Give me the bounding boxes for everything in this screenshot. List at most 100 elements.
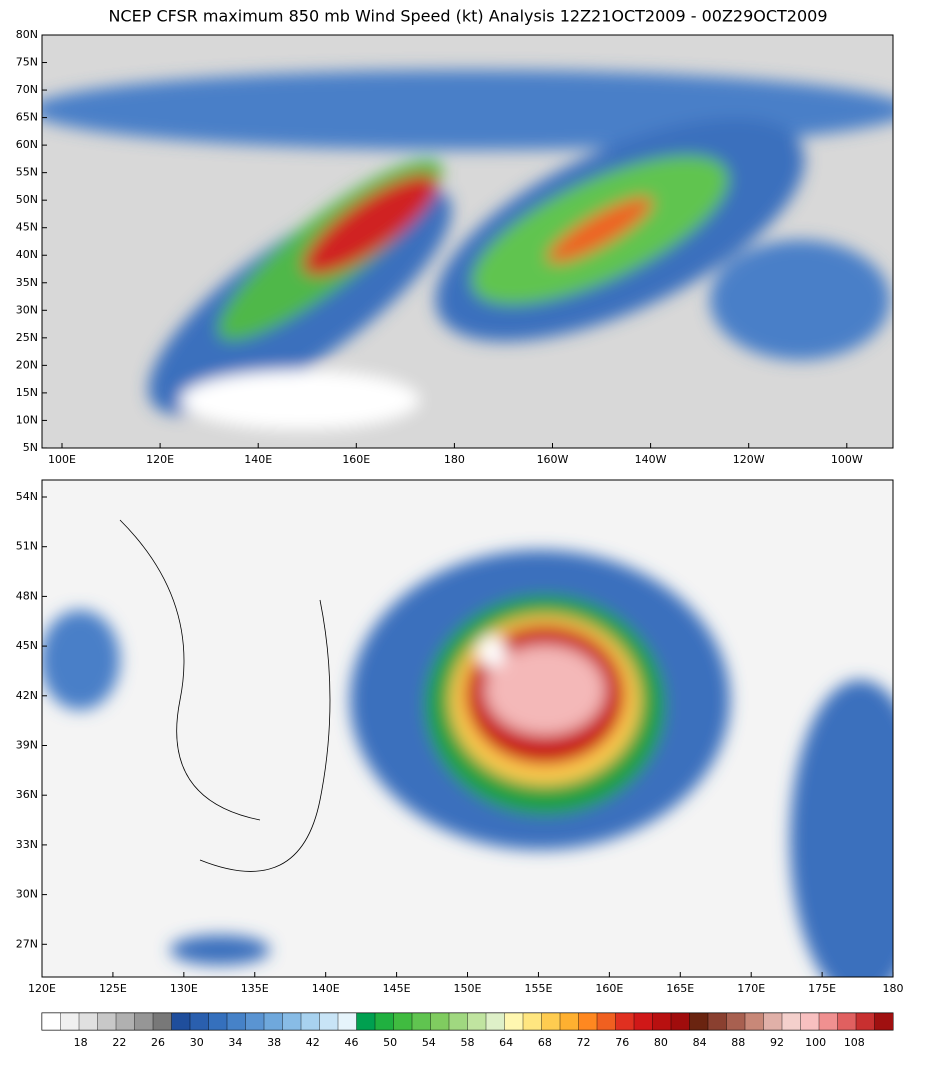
colorbar-tick-label: 54 [422, 1036, 436, 1049]
lon-tick-label: 150E [454, 982, 482, 995]
lat-tick-label: 45N [16, 221, 38, 234]
lat-tick-label: 35N [16, 276, 38, 289]
colorbar-swatch [208, 1012, 228, 1031]
colorbar-swatch [319, 1012, 339, 1031]
colorbar-tick-label: 18 [74, 1036, 88, 1049]
lon-tick-label: 175E [808, 982, 836, 995]
colorbar-swatch [152, 1012, 172, 1031]
colorbar-swatch [559, 1012, 579, 1031]
lon-tick-label: 160E [595, 982, 623, 995]
colorbar-swatch [78, 1012, 98, 1031]
lat-tick-label: 45N [16, 639, 38, 652]
colorbar-tick-label: 42 [306, 1036, 320, 1049]
colorbar-swatch [282, 1012, 302, 1031]
lat-tick-label: 42N [16, 689, 38, 702]
lat-tick-label: 15N [16, 386, 38, 399]
colorbar-tick-label: 50 [383, 1036, 397, 1049]
colorbar-tick-label: 30 [190, 1036, 204, 1049]
lat-tick-label: 51N [16, 540, 38, 553]
map-top [42, 35, 893, 448]
colorbar-tick-label: 100 [805, 1036, 826, 1049]
lon-tick-label: 120W [733, 453, 765, 466]
lon-tick-label: 170E [737, 982, 765, 995]
colorbar-swatch [615, 1012, 635, 1031]
lat-tick-label: 20N [16, 358, 38, 371]
lat-tick-label: 30N [16, 303, 38, 316]
lat-tick-label: 80N [16, 28, 38, 41]
colorbar-swatch [356, 1012, 376, 1031]
lat-tick-label: 10N [16, 413, 38, 426]
colorbar-swatch [300, 1012, 320, 1031]
colorbar-tick-label: 80 [654, 1036, 668, 1049]
colorbar-tick-label: 92 [770, 1036, 784, 1049]
lat-tick-label: 33N [16, 838, 38, 851]
colorbar-swatch [781, 1012, 801, 1031]
colorbar-tick-label: 72 [577, 1036, 591, 1049]
lat-tick-label: 50N [16, 193, 38, 206]
colorbar-swatch [633, 1012, 653, 1031]
colorbar-swatch [541, 1012, 561, 1031]
lon-tick-label: 145E [383, 982, 411, 995]
lon-tick-label: 100E [48, 453, 76, 466]
colorbar-swatch [485, 1012, 505, 1031]
colorbar-swatch [874, 1012, 894, 1031]
colorbar-swatch [97, 1012, 117, 1031]
colorbar-swatch [522, 1012, 542, 1031]
colorbar-swatch [763, 1012, 783, 1031]
lon-tick-label: 180 [444, 453, 465, 466]
colorbar-swatch [189, 1012, 209, 1031]
colorbar-swatch [41, 1012, 61, 1031]
colorbar-swatch [670, 1012, 690, 1031]
colorbar-swatch [134, 1012, 154, 1031]
colorbar-swatch [707, 1012, 727, 1031]
colorbar-swatch [467, 1012, 487, 1031]
lat-tick-label: 70N [16, 83, 38, 96]
lon-tick-label: 160E [342, 453, 370, 466]
colorbar-swatch [60, 1012, 80, 1031]
colorbar-swatch [411, 1012, 431, 1031]
lat-tick-label: 36N [16, 788, 38, 801]
colorbar-swatch [578, 1012, 598, 1031]
colorbar-swatch [245, 1012, 265, 1031]
colorbar-tick-label: 22 [112, 1036, 126, 1049]
colorbar-tick-label: 108 [844, 1036, 865, 1049]
colorbar-swatch [393, 1012, 413, 1031]
lat-tick-label: 60N [16, 138, 38, 151]
colorbar-tick-label: 38 [267, 1036, 281, 1049]
lon-tick-label: 140E [244, 453, 272, 466]
lat-tick-label: 48N [16, 589, 38, 602]
lon-tick-label: 165E [666, 982, 694, 995]
lat-tick-label: 30N [16, 888, 38, 901]
lat-tick-label: 40N [16, 248, 38, 261]
colorbar-tick-label: 34 [228, 1036, 242, 1049]
lon-tick-label: 135E [241, 982, 269, 995]
colorbar-swatch [837, 1012, 857, 1031]
colorbar-swatch [800, 1012, 820, 1031]
colorbar-swatch [652, 1012, 672, 1031]
colorbar-swatch [726, 1012, 746, 1031]
lon-tick-label: 120E [28, 982, 56, 995]
lon-tick-label: 180 [883, 982, 904, 995]
colorbar-tick-label: 64 [499, 1036, 513, 1049]
colorbar-swatch [448, 1012, 468, 1031]
colorbar-swatch [171, 1012, 191, 1031]
lat-tick-label: 55N [16, 166, 38, 179]
lon-tick-label: 155E [524, 982, 552, 995]
lon-tick-label: 140W [635, 453, 667, 466]
lat-tick-label: 5N [23, 441, 38, 454]
lat-tick-label: 39N [16, 739, 38, 752]
colorbar-tick-label: 84 [693, 1036, 707, 1049]
colorbar-tick-label: 76 [615, 1036, 629, 1049]
colorbar-swatch [263, 1012, 283, 1031]
colorbar-swatch [374, 1012, 394, 1031]
lon-tick-label: 140E [312, 982, 340, 995]
lat-tick-label: 65N [16, 111, 38, 124]
lat-tick-label: 27N [16, 937, 38, 950]
title: NCEP CFSR maximum 850 mb Wind Speed (kt)… [108, 7, 827, 26]
map-frame [41, 34, 894, 449]
lon-tick-label: 100W [831, 453, 863, 466]
colorbar-swatch [115, 1012, 135, 1031]
colorbar-swatch [226, 1012, 246, 1031]
colorbar-tick-label: 68 [538, 1036, 552, 1049]
